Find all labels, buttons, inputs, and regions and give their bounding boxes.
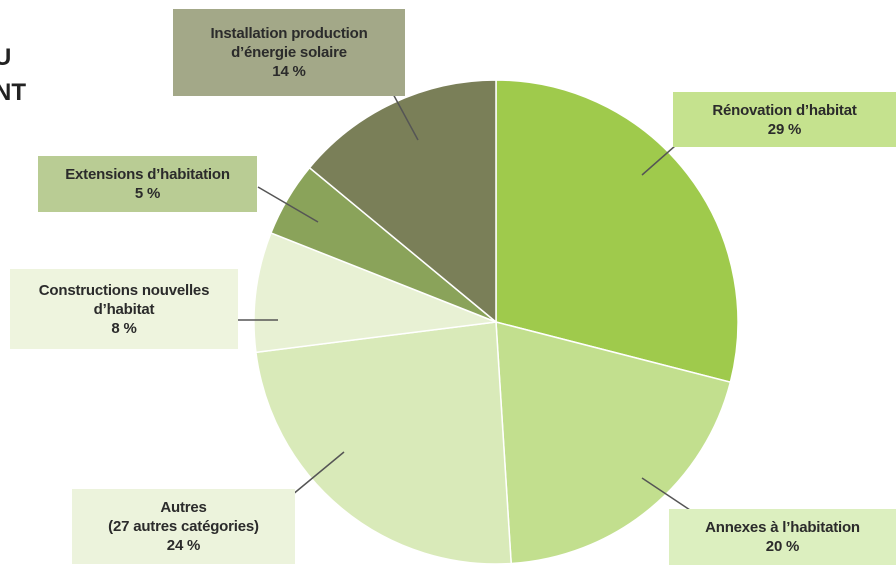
leader-line-extensions bbox=[257, 186, 319, 223]
slice-label-solaire-value: 14 % bbox=[272, 63, 306, 80]
slice-label-solaire-line-2: d’énergie solaire bbox=[231, 44, 347, 61]
slice-label-solaire-line-1: Installation production bbox=[210, 25, 368, 42]
slice-label-extensions-line-1: Extensions d’habitation bbox=[65, 166, 230, 183]
slice-label-solaire: Installation production d’énergie solair… bbox=[173, 9, 405, 96]
slice-label-annexes-value: 20 % bbox=[765, 538, 800, 555]
slice-label-annexes-line-1: Annexes à l’habitation bbox=[705, 519, 860, 536]
slice-label-extensions: Extensions d’habitation 5 % bbox=[38, 156, 257, 212]
leader-line-autres bbox=[291, 451, 345, 496]
slice-label-renovation-value: 29 % bbox=[767, 120, 802, 138]
slice-label-constructions-line-1: Constructions nouvelles bbox=[38, 281, 210, 299]
pie-slice-annexes bbox=[495, 321, 732, 565]
leader-line-annexes bbox=[641, 477, 691, 511]
title-fragment-line-1: U bbox=[0, 44, 12, 71]
leader-line-solaire bbox=[391, 91, 419, 141]
slice-label-autres-line-1: Autres bbox=[160, 499, 207, 516]
pie-slice-renovation bbox=[495, 79, 739, 384]
pie-slice-autres bbox=[255, 321, 512, 565]
title-fragment-line-2: NT bbox=[0, 79, 26, 106]
slice-label-renovation-line-1: Rénovation d’habitat bbox=[712, 101, 857, 119]
slice-label-renovation: Rénovation d’habitat 29 % bbox=[673, 92, 896, 147]
pie-slices bbox=[253, 79, 739, 565]
slice-label-annexes: Annexes à l’habitation 20 % bbox=[669, 509, 896, 565]
page-title-fragment: U NT bbox=[0, 40, 26, 110]
slice-label-constructions-line-2: d’habitat bbox=[93, 300, 155, 318]
pie-slice-solaire bbox=[308, 79, 497, 324]
slice-label-extensions-value: 5 % bbox=[134, 185, 161, 202]
slice-label-constructions-value: 8 % bbox=[111, 319, 137, 337]
slice-label-autres-line-2: (27 autres catégories) bbox=[108, 518, 259, 535]
slice-label-autres-value: 24 % bbox=[166, 537, 201, 554]
slice-label-constructions: Constructions nouvelles d’habitat 8 % bbox=[10, 269, 238, 349]
slice-label-autres: Autres (27 autres catégories) 24 % bbox=[72, 489, 295, 564]
pie-slice-constructions bbox=[253, 231, 497, 354]
